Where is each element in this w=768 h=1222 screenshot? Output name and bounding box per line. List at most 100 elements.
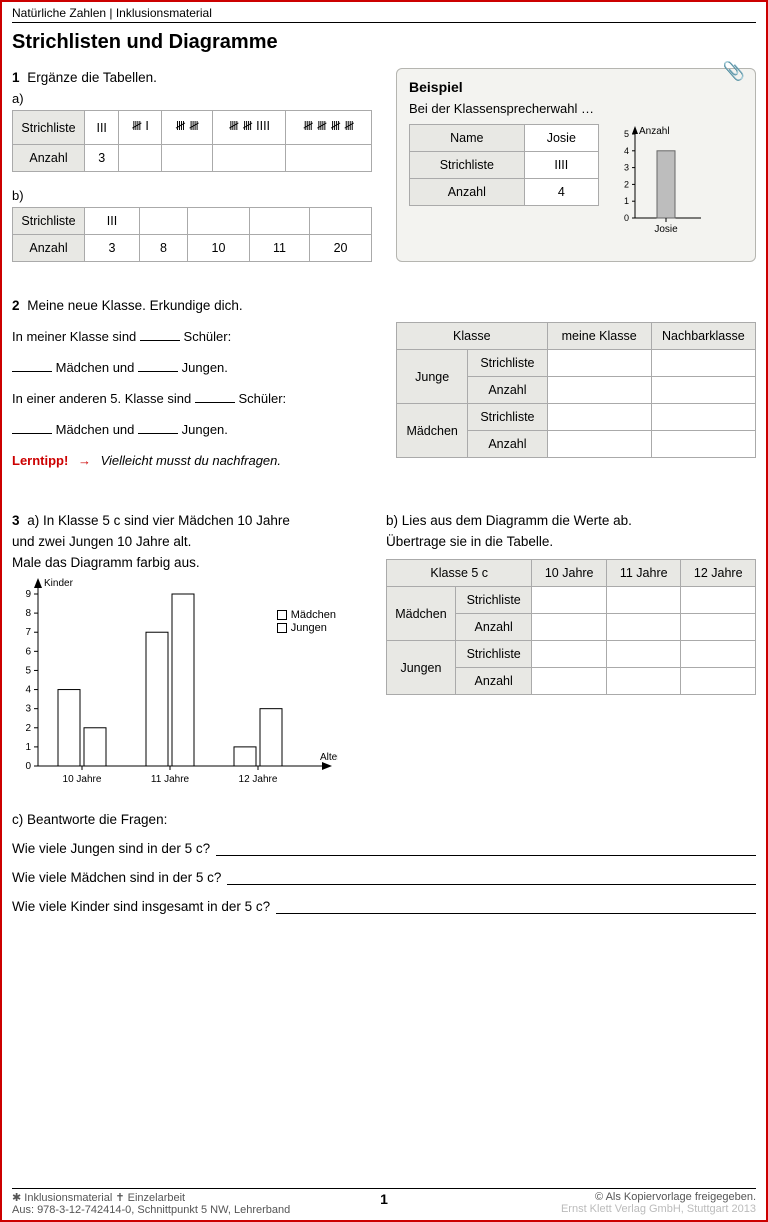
task3b-table: Klasse 5 c 10 Jahre 11 Jahre 12 Jahre Mä… [386, 559, 756, 695]
task1-num: 1 [12, 70, 20, 85]
task2-text: Meine neue Klasse. Erkundige dich. [27, 298, 242, 313]
task2-num: 2 [12, 298, 20, 313]
tally-cell [139, 208, 187, 235]
t3-head0: Klasse 5 c [387, 560, 532, 587]
row-label: Strichliste [13, 111, 85, 145]
tally-cell: 𝍸 I [119, 111, 162, 145]
footer-right1: © Als Kopiervorlage freigegeben. [561, 1191, 756, 1203]
task3c-label: c) Beantworte die Fragen: [12, 812, 756, 827]
footer: ✱ Inklusionsmaterial ✝ Einzelarbeit Aus:… [12, 1188, 756, 1216]
q1-text: Wie viele Jungen sind in der 5 c? [12, 841, 210, 856]
svg-text:8: 8 [25, 608, 31, 619]
svg-text:4: 4 [624, 146, 629, 156]
svg-text:Josie: Josie [654, 224, 678, 234]
count-cell: 11 [249, 235, 309, 262]
beispiel-title: Beispiel [409, 79, 743, 95]
t: In meiner Klasse sind [12, 329, 140, 344]
svg-text:Alter: Alter [320, 752, 338, 763]
legend-j: Jungen [291, 622, 327, 634]
bt-name-val: Josie [524, 125, 598, 152]
svg-text:7: 7 [25, 627, 31, 638]
svg-text:3: 3 [624, 163, 629, 173]
footer-left: ✱ Inklusionsmaterial ✝ Einzelarbeit Aus:… [12, 1191, 290, 1216]
row-label: Strichliste [13, 208, 85, 235]
bt-strich-val: IIII [524, 152, 598, 179]
breadcrumb: Natürliche Zahlen | Inklusionsmaterial [12, 6, 756, 23]
blank [140, 329, 180, 341]
svg-text:1: 1 [624, 196, 629, 206]
t2-s1: Anzahl [468, 377, 547, 404]
legend-swatch [277, 623, 287, 633]
t2-s2: Strichliste [468, 404, 547, 431]
count-cell: 3 [85, 235, 140, 262]
svg-text:0: 0 [25, 761, 31, 772]
tally-cell: 𝍸 𝍸 IIII [213, 111, 286, 145]
blank [12, 360, 52, 372]
task3-num: 3 [12, 513, 20, 528]
task3a-t3: Male das Diagramm farbig aus. [12, 555, 368, 570]
svg-text:12 Jahre: 12 Jahre [239, 774, 278, 785]
t3-g2: Jungen [387, 641, 456, 695]
svg-text:9: 9 [25, 589, 31, 600]
t2-s3: Anzahl [468, 431, 547, 458]
bt-anz-val: 4 [524, 179, 598, 206]
tally-cell: 𝍸 𝍸 𝍸 𝍸 [286, 111, 372, 145]
tally-cell [249, 208, 309, 235]
q3: Wie viele Kinder sind insgesamt in der 5… [12, 899, 756, 914]
lerntipp: Lerntipp! → Vielleicht musst du nachfrag… [12, 453, 378, 468]
q2: Wie viele Mädchen sind in der 5 c? [12, 870, 756, 885]
t: Mädchen und [52, 422, 138, 437]
worksheet-page: Natürliche Zahlen | Inklusionsmaterial S… [0, 0, 768, 1222]
page-number: 1 [380, 1191, 388, 1207]
t3-head1: 10 Jahre [532, 560, 607, 587]
q1: Wie viele Jungen sind in der 5 c? [12, 841, 756, 856]
svg-text:2: 2 [25, 723, 31, 734]
bt-strich-label: Strichliste [410, 152, 525, 179]
task2-text-col: 2 Meine neue Klasse. Erkundige dich. In … [12, 296, 378, 481]
t3-s1: Anzahl [455, 614, 532, 641]
svg-text:11 Jahre: 11 Jahre [151, 774, 190, 785]
count-cell [213, 145, 286, 172]
task1-text: Ergänze die Tabellen. [27, 70, 157, 85]
task1a-table: Strichliste III 𝍸 I 𝍸 𝍸 𝍸 𝍸 IIII 𝍸 𝍸 𝍸 𝍸… [12, 110, 372, 172]
lerntipp-label: Lerntipp! [12, 453, 68, 468]
count-cell [119, 145, 162, 172]
t3-head2: 11 Jahre [606, 560, 681, 587]
legend-m: Mädchen [291, 609, 336, 621]
chart3-legend: Mädchen Jungen [277, 608, 336, 635]
t2-g2: Mädchen [397, 404, 468, 458]
task1-heading: 1 Ergänze die Tabellen. [12, 70, 378, 85]
count-cell [162, 145, 213, 172]
task2-line2: Mädchen und Jungen. [12, 360, 378, 375]
task3a-t1: a) In Klasse 5 c sind vier Mädchen 10 Ja… [27, 513, 290, 528]
task3a-line1: 3 a) In Klasse 5 c sind vier Mädchen 10 … [12, 513, 368, 528]
task2-line1: In meiner Klasse sind Schüler: [12, 329, 378, 344]
row-label: Anzahl [13, 235, 85, 262]
footer-right2: Ernst Klett Verlag GmbH, Stuttgart 2013 [561, 1203, 756, 1215]
t: In einer anderen 5. Klasse sind [12, 391, 195, 406]
row-label: Anzahl [13, 145, 85, 172]
legend-swatch [277, 610, 287, 620]
tally-cell: 𝍸 𝍸 [162, 111, 213, 145]
t2-s0: Strichliste [468, 350, 547, 377]
count-cell [286, 145, 372, 172]
task3a-chart: KinderAlter012345678910 Jahre11 Jahre12 … [12, 576, 342, 796]
t: Mädchen und [52, 360, 138, 375]
beispiel-subtitle: Bei der Klassensprecherwahl … [409, 101, 743, 116]
tally-cell [187, 208, 249, 235]
t2-head1: meine Klasse [547, 323, 651, 350]
beispiel-chart: Anzahl012345Josie [613, 124, 703, 237]
task3c: c) Beantworte die Fragen: Wie viele Jung… [12, 812, 756, 914]
footer-left2: Aus: 978-3-12-742414-0, Schnittpunkt 5 N… [12, 1204, 290, 1216]
task3-right: b) Lies aus dem Diagramm die Werte ab. Ü… [386, 511, 756, 796]
task1b-label: b) [12, 188, 378, 203]
task1-col: 1 Ergänze die Tabellen. a) Strichliste I… [12, 68, 378, 262]
tally-cell [310, 208, 372, 235]
task2-line4: Mädchen und Jungen. [12, 422, 378, 437]
t2-g0: Junge [397, 350, 468, 404]
task2-heading: 2 Meine neue Klasse. Erkundige dich. [12, 298, 378, 313]
count-cell: 20 [310, 235, 372, 262]
blank [227, 873, 756, 885]
task1-row: 1 Ergänze die Tabellen. a) Strichliste I… [12, 68, 756, 262]
t: Schüler: [180, 329, 231, 344]
